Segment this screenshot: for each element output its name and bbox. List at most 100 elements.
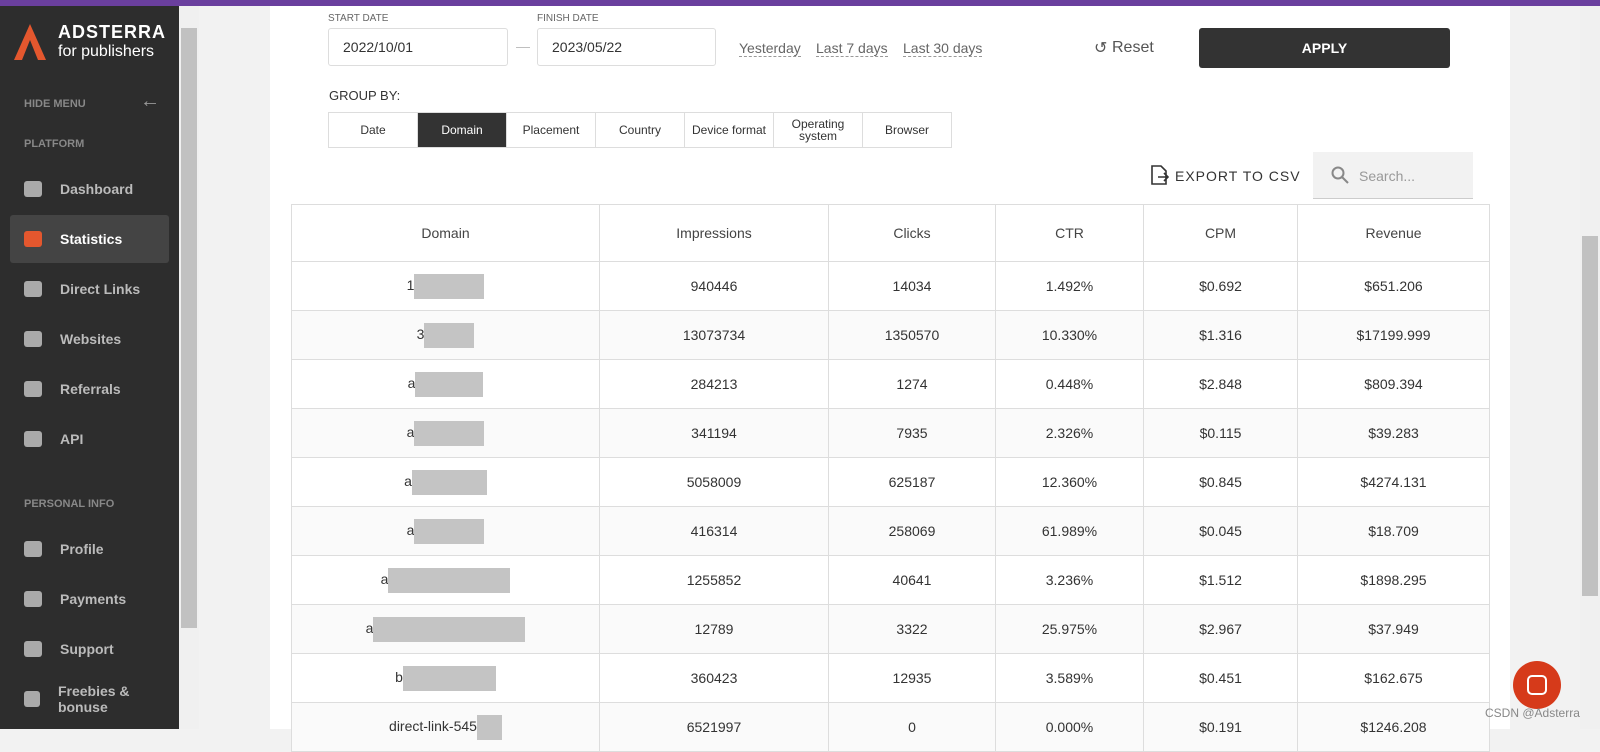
nav-icon — [24, 381, 42, 397]
nav-item[interactable]: Referrals — [10, 365, 169, 413]
domain-text: b — [395, 668, 403, 685]
brand-sub: for publishers — [58, 43, 155, 60]
nav-label[interactable]: Websites — [60, 331, 122, 347]
column-header[interactable]: Revenue — [1297, 204, 1490, 262]
table-cell: $0.692 — [1143, 261, 1298, 311]
search-placeholder[interactable]: Search... — [1359, 168, 1416, 184]
nav-label[interactable]: Freebies & bonuse — [57, 683, 130, 715]
nav-icon — [24, 331, 42, 347]
hide-arrow[interactable]: ← — [140, 90, 160, 112]
nav-item[interactable]: Profile — [10, 525, 169, 573]
table-cell: 1350570 — [828, 310, 996, 360]
nav-item[interactable]: Payments — [10, 575, 169, 623]
domain-text: a — [406, 423, 415, 440]
nav-item[interactable]: API — [10, 415, 169, 463]
nav-label[interactable]: Referrals — [60, 381, 121, 397]
table-cell: $1898.295 — [1297, 555, 1490, 605]
apply-button[interactable]: APPLY — [1199, 28, 1450, 68]
table-cell: $37.949 — [1297, 604, 1490, 654]
nav-label[interactable]: Payments — [60, 591, 127, 607]
redacted — [414, 518, 485, 544]
reset-button[interactable]: Reset — [1112, 39, 1154, 56]
logo — [14, 24, 46, 60]
nav-item[interactable]: Websites — [10, 315, 169, 363]
reset-icon[interactable]: ↺ — [1094, 40, 1108, 57]
table-cell: 3.589% — [995, 653, 1144, 703]
domain-cell: a — [291, 359, 600, 409]
column-header[interactable]: Impressions — [599, 204, 829, 262]
nav-label[interactable]: Dashboard — [60, 181, 134, 197]
group-by-option[interactable]: Date — [328, 112, 418, 148]
section-label: PERSONAL INFO — [24, 498, 115, 510]
nav-label[interactable]: Statistics — [60, 231, 123, 247]
start-date-input[interactable]: 2022/10/01 — [328, 28, 508, 66]
domain-text: a — [365, 619, 374, 636]
export-button[interactable]: EXPORT TO CSV — [1175, 168, 1301, 184]
group-by-option[interactable]: Operating system — [773, 112, 863, 148]
table-cell: 12789 — [599, 604, 829, 654]
finish-label: FINISH DATE — [537, 13, 599, 24]
domain-cell: a — [291, 408, 600, 458]
table-cell: 940446 — [599, 261, 829, 311]
chat-icon — [1527, 675, 1547, 695]
search-icon — [1331, 166, 1349, 184]
nav-item[interactable]: Freebies & bonuse — [10, 675, 169, 723]
group-by-label: GROUP BY: — [329, 88, 401, 103]
table-cell: 3.236% — [995, 555, 1144, 605]
column-header[interactable]: Clicks — [828, 204, 996, 262]
table-cell: 284213 — [599, 359, 829, 409]
preset-link[interactable]: Last 7 days — [816, 40, 888, 57]
start-label: START DATE — [328, 13, 389, 24]
column-header[interactable]: CTR — [995, 204, 1144, 262]
column-header[interactable]: CPM — [1143, 204, 1298, 262]
group-by-option[interactable]: Browser — [862, 112, 952, 148]
brand: ADSTERRA — [58, 22, 167, 42]
top-bar — [0, 0, 1600, 6]
nav-item[interactable]: Statistics — [10, 215, 169, 263]
table-cell: 416314 — [599, 506, 829, 556]
table-cell: 3322 — [828, 604, 996, 654]
table-cell: $0.115 — [1143, 408, 1298, 458]
preset-link[interactable]: Yesterday — [739, 40, 801, 57]
table-cell: 13073734 — [599, 310, 829, 360]
nav-icon — [24, 541, 42, 557]
group-by-option[interactable]: Device format — [684, 112, 774, 148]
group-by-option[interactable]: Placement — [506, 112, 596, 148]
nav-icon — [24, 181, 42, 197]
nav-item[interactable]: Support — [10, 625, 169, 673]
table-cell: $39.283 — [1297, 408, 1490, 458]
nav-item[interactable]: Direct Links — [10, 265, 169, 313]
search-box[interactable] — [1313, 152, 1473, 199]
column-header[interactable]: Domain — [291, 204, 600, 262]
watermark: CSDN @Adsterra — [1485, 706, 1580, 720]
table-cell: $2.848 — [1143, 359, 1298, 409]
nav-label[interactable]: Profile — [60, 541, 104, 557]
group-by-option[interactable]: Domain — [417, 112, 507, 148]
nav-icon — [24, 691, 40, 707]
hide-menu[interactable]: HIDE MENU — [24, 98, 86, 110]
redacted — [414, 420, 485, 446]
redacted — [424, 322, 475, 348]
section-label: PLATFORM — [24, 138, 85, 150]
redacted — [414, 273, 485, 299]
domain-text: direct-link-545 — [389, 717, 477, 734]
scroll-thumb[interactable] — [181, 28, 197, 628]
nav-label[interactable]: API — [60, 431, 84, 447]
nav-label[interactable]: Direct Links — [60, 281, 141, 297]
scroll-thumb[interactable] — [1582, 236, 1598, 596]
table-cell: 12935 — [828, 653, 996, 703]
nav-item[interactable]: Dashboard — [10, 165, 169, 213]
domain-cell: a — [291, 457, 600, 507]
export-icon[interactable] — [1149, 164, 1169, 186]
table-cell: $2.967 — [1143, 604, 1298, 654]
table-cell: $0.191 — [1143, 702, 1298, 752]
finish-date-input[interactable]: 2023/05/22 — [537, 28, 716, 66]
nav-label[interactable]: Support — [60, 641, 114, 657]
group-by-option[interactable]: Country — [595, 112, 685, 148]
chat-button[interactable] — [1513, 661, 1561, 709]
table-row: a 341194 7935 2.326% $0.115 $39.283 — [291, 408, 1490, 458]
table-cell: 10.330% — [995, 310, 1144, 360]
preset-link[interactable]: Last 30 days — [903, 40, 983, 57]
table-row: a 416314 258069 61.989% $0.045 $18.709 — [291, 506, 1490, 556]
redacted — [402, 665, 496, 691]
